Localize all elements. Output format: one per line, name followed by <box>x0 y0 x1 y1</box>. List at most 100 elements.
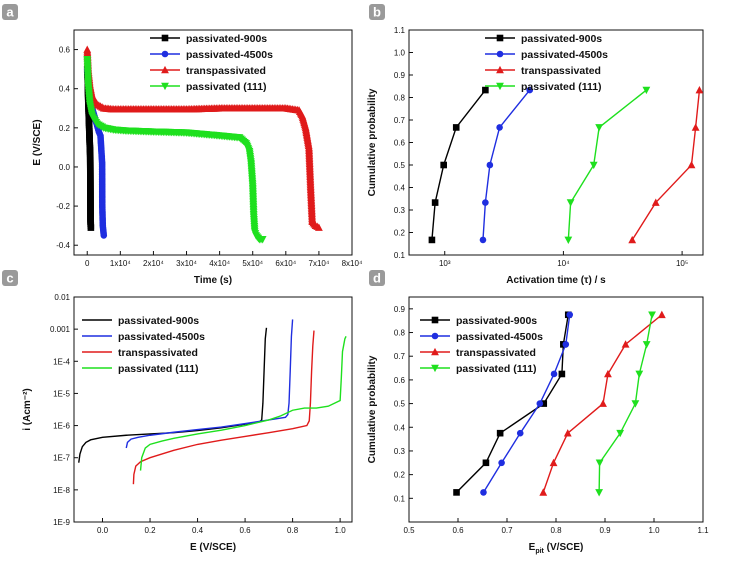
data-point <box>479 236 487 244</box>
legend-marker <box>496 82 504 91</box>
legend-label: transpassivated <box>521 65 601 77</box>
legend-label: passivated-900s <box>521 33 602 45</box>
y-tick-label: 0.7 <box>394 352 406 361</box>
data-point <box>428 236 436 244</box>
legend-label: passivated-900s <box>118 315 199 327</box>
y-tick-label: 0.3 <box>394 206 406 215</box>
data-point <box>642 341 651 349</box>
x-tick-label: 0.8 <box>287 526 299 535</box>
x-tick-label: 0.4 <box>192 526 204 535</box>
data-point <box>482 459 490 467</box>
legend-entry: passivated (111) <box>150 81 267 93</box>
y-axis-title: i (Acm⁻²) <box>22 388 33 431</box>
y-tick-label: 0.4 <box>59 85 71 94</box>
legend-label: passivated-900s <box>456 315 537 327</box>
y-tick-label: 0.5 <box>394 400 406 409</box>
legend-entry: passivated-900s <box>485 33 602 45</box>
data-point <box>498 459 505 467</box>
panel-letter: a <box>6 5 14 20</box>
x-tick-label: 1.0 <box>648 526 660 535</box>
x-axis-title: Epit (V/SCE) <box>529 542 584 555</box>
plot-frame <box>408 29 704 256</box>
panel-letter-badge <box>2 270 18 286</box>
y-tick-label: 0.01 <box>54 293 70 302</box>
data-point <box>563 429 572 437</box>
legend-entry: passivated (111) <box>82 363 199 375</box>
data-point <box>540 400 548 407</box>
legend-entry: transpassivated <box>420 347 536 359</box>
data-point <box>315 223 323 231</box>
data-point <box>496 124 503 131</box>
data-point <box>539 488 548 496</box>
plot-frame <box>73 29 353 256</box>
y-tick-label: 0.7 <box>394 116 406 125</box>
data-point <box>440 161 447 169</box>
legend-label: passivated-4500s <box>118 331 205 343</box>
data-point <box>258 236 267 244</box>
legend-label: passivated-4500s <box>456 331 543 343</box>
y-tick-label: 1E-9 <box>53 518 70 527</box>
data-point <box>558 370 566 378</box>
legend-entry: passivated-4500s <box>485 49 608 61</box>
x-tick-label: 1.1 <box>697 526 709 535</box>
x-tick-label: 6x10⁴ <box>275 259 296 268</box>
x-tick-label: 3x10⁴ <box>176 259 197 268</box>
legend-entry: passivated-900s <box>420 315 537 327</box>
legend-label: passivated-4500s <box>186 49 273 61</box>
data-point <box>480 489 487 496</box>
panel-letter-badge <box>369 4 385 20</box>
y-axis-title: Cumulative probability <box>367 88 378 196</box>
y-tick-label: 0.1 <box>394 494 406 503</box>
y-tick-label: 0.8 <box>394 329 406 338</box>
data-point <box>453 489 460 496</box>
series-line-4 <box>139 335 347 471</box>
legend-label: passivated (111) <box>456 363 537 375</box>
legend-marker <box>431 347 439 356</box>
plot-frame <box>408 296 704 523</box>
x-axis-title: E (V/SCE) <box>190 542 236 553</box>
data-point <box>635 370 644 379</box>
x-tick-label: 10⁵ <box>676 259 688 268</box>
data-point <box>599 399 607 407</box>
data-point <box>595 489 604 497</box>
y-tick-label: 0.8 <box>394 94 406 103</box>
series-line-1 <box>431 89 486 240</box>
y-tick-label: 0.001 <box>50 325 71 334</box>
y-tick-label: 0.6 <box>394 139 406 148</box>
x-tick-label: 0.8 <box>550 526 562 535</box>
legend-entry: passivated-4500s <box>420 331 543 343</box>
y-tick-label: -0.4 <box>56 241 70 250</box>
series-group <box>428 85 703 245</box>
data-point <box>642 86 651 95</box>
data-point <box>616 429 625 438</box>
y-tick-label: 0.0 <box>59 163 71 172</box>
y-axis-title: Cumulative probability <box>367 355 378 463</box>
y-axis-title: E (V/SCE) <box>32 119 43 165</box>
data-point <box>691 123 700 131</box>
series-line-3 <box>132 330 315 485</box>
data-point <box>486 161 494 169</box>
legend-entry: passivated (111) <box>420 363 537 375</box>
series-line-2 <box>125 319 294 449</box>
legend-label: passivated (111) <box>521 81 602 93</box>
y-tick-label: 0.6 <box>394 376 406 385</box>
y-tick-label: 1.1 <box>394 26 406 35</box>
y-tick-label: 0.4 <box>394 184 406 193</box>
data-point <box>657 310 666 319</box>
data-point <box>628 235 637 244</box>
legend-entry: passivated (111) <box>485 81 602 93</box>
data-point <box>496 429 504 437</box>
legend-marker <box>161 82 169 91</box>
y-tick-label: 0.2 <box>394 229 406 238</box>
y-tick-label: 1E-6 <box>53 422 70 431</box>
y-tick-label: 1E-5 <box>53 389 70 398</box>
x-tick-label: 4x10⁴ <box>209 259 230 268</box>
legend-entry: passivated-900s <box>82 315 199 327</box>
x-tick-label: 1x10⁴ <box>110 259 131 268</box>
legend-marker <box>431 316 439 324</box>
y-tick-label: 1.0 <box>394 49 406 58</box>
legend-marker <box>496 50 504 58</box>
panel-letter-badge <box>369 270 385 286</box>
legend-marker <box>431 332 439 340</box>
